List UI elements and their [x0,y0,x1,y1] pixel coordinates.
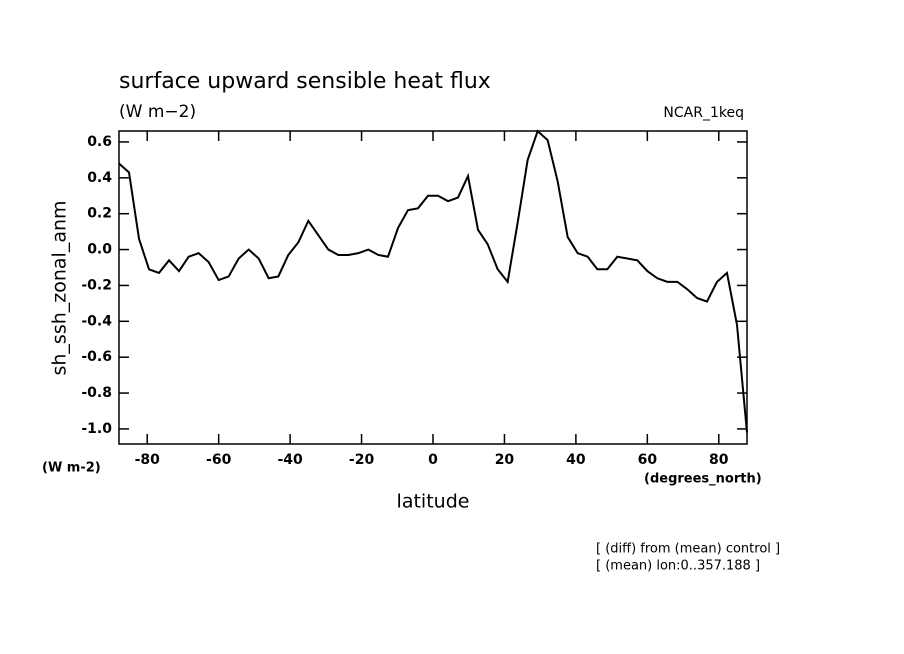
x-tick-label: 80 [709,452,729,468]
x-tick-label: -40 [277,452,303,468]
y-axis-label: sh_ssh_zonal_anm [49,200,71,375]
x-tick-label: -80 [135,452,161,468]
y-tick-label: -0.4 [81,313,112,329]
y-tick-label: -0.8 [81,385,112,401]
x-tick-label: -60 [206,452,232,468]
note: [ (mean) lon:0..357.188 ] [596,559,760,574]
y-tick-label: 0.4 [87,170,112,186]
y-tick-label: 0.0 [87,242,112,258]
chart-title: surface upward sensible heat flux [119,69,491,94]
y-tick-label: 0.2 [87,206,112,222]
x-units: (degrees_north) [644,472,762,487]
y-tick-label: -0.2 [81,277,112,293]
x-tick-label: 40 [566,452,586,468]
x-tick-label: 0 [428,452,438,468]
run-label: NCAR_1keq [663,105,744,121]
y-units: (W m-2) [42,461,101,476]
x-axis-label: latitude [397,491,470,513]
x-tick-label: 60 [638,452,658,468]
note: [ (diff) from (mean) control ] [596,542,780,557]
y-tick-label: 0.6 [87,134,112,150]
y-tick-label: -1.0 [81,421,112,437]
subtitle: (W m−2) [119,102,196,122]
y-tick-label: -0.6 [81,349,112,365]
x-tick-label: 20 [495,452,515,468]
x-tick-label: -20 [349,452,375,468]
data-line [118,129,748,433]
